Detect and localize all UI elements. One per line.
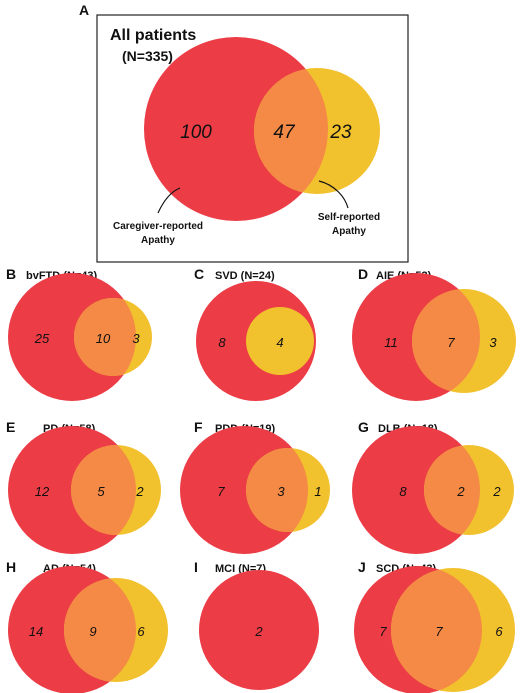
panel-f-overlap — [246, 448, 308, 532]
panel-b-self-count: 3 — [132, 331, 140, 346]
panel-d-self-count: 3 — [489, 335, 497, 350]
panel-a-caregiver-pointer — [157, 187, 181, 214]
panel-a-caregiver-label-1: Caregiver-reported — [113, 221, 203, 232]
panel-j-letter: J — [358, 559, 366, 575]
panel-c-overlap-count: 4 — [276, 335, 283, 350]
panel-g-letter: G — [358, 419, 369, 435]
panel-g-overlap-count: 2 — [456, 484, 465, 499]
panel-d-overlap — [412, 289, 480, 393]
panel-j-caregiver-count: 7 — [379, 624, 387, 639]
panel-h-overlap — [64, 578, 136, 682]
panel-h-letter: H — [6, 559, 16, 575]
panel-b: B bvFTD (N=43) 25 10 3 — [6, 266, 152, 401]
panel-j-overlap — [391, 568, 482, 692]
panel-c-self-circle — [246, 307, 314, 375]
panel-h-self-count: 6 — [137, 624, 145, 639]
panel-c-title: SVD (N=24) — [215, 270, 275, 282]
panel-a-self-label-2: Apathy — [332, 226, 366, 237]
panel-c-caregiver-count: 8 — [218, 335, 226, 350]
panel-b-letter: B — [6, 266, 16, 282]
panel-e-caregiver-count: 12 — [35, 484, 50, 499]
panel-a-caregiver-count: 100 — [180, 122, 212, 143]
panel-h: H AD (N=54) 14 9 6 — [6, 559, 168, 693]
panel-h-overlap-count: 9 — [89, 624, 96, 639]
panel-j-self-count: 6 — [495, 624, 503, 639]
panel-d-letter: D — [358, 266, 368, 282]
panel-a-self-count: 23 — [329, 122, 352, 143]
panel-g-self-count: 2 — [492, 484, 501, 499]
panel-i-letter: I — [194, 559, 198, 575]
panel-b-overlap — [74, 298, 136, 376]
panel-f-self-count: 1 — [314, 484, 321, 499]
panel-c-letter: C — [194, 266, 204, 282]
panel-g: G DLB (N=18) 8 2 2 — [352, 419, 514, 554]
panel-g-caregiver-count: 8 — [399, 484, 407, 499]
panel-j-overlap-count: 7 — [435, 624, 443, 639]
panel-i-caregiver-circle — [199, 570, 319, 690]
panel-b-caregiver-count: 25 — [34, 331, 50, 346]
panel-f-letter: F — [194, 419, 203, 435]
panel-f-overlap-count: 3 — [277, 484, 285, 499]
panel-e-overlap — [71, 445, 136, 535]
panel-e-overlap-count: 5 — [97, 484, 105, 499]
panel-a-caregiver-label-2: Apathy — [141, 235, 175, 246]
panel-i-caregiver-count: 2 — [254, 624, 263, 639]
panel-a-self-label-1: Self-reported — [318, 212, 380, 223]
panel-b-overlap-count: 10 — [96, 331, 111, 346]
panel-a-overlap-count: 47 — [273, 122, 296, 143]
panel-a: A All patients (N=335) 100 47 23 Caregiv… — [79, 2, 409, 263]
panel-f-caregiver-count: 7 — [217, 484, 225, 499]
panel-e-self-count: 2 — [135, 484, 144, 499]
panel-j: J SCD (N=43) 7 7 6 — [354, 559, 515, 693]
panel-d-caregiver-count: 11 — [384, 335, 398, 350]
panel-c: C SVD (N=24) 8 4 — [194, 266, 316, 401]
panel-a-subtitle: (N=335) — [122, 48, 173, 64]
panel-a-frame — [96, 14, 409, 263]
panel-d-overlap-count: 7 — [447, 335, 455, 350]
panel-e-letter: E — [6, 419, 15, 435]
panel-e: E PD (N=58) 12 5 2 — [6, 419, 161, 554]
panel-a-overlap — [254, 68, 328, 194]
panel-a-self-pointer — [318, 180, 349, 209]
panel-g-overlap — [424, 445, 480, 535]
panel-h-caregiver-count: 14 — [29, 624, 43, 639]
panel-a-letter: A — [79, 2, 89, 18]
panel-f: F PDD (N=19) 7 3 1 — [180, 419, 330, 554]
panel-d: D AIE (N=53) 11 7 3 — [352, 266, 516, 401]
panel-a-title: All patients — [110, 27, 196, 44]
panel-i: I MCI (N=7) 2 — [194, 559, 319, 690]
